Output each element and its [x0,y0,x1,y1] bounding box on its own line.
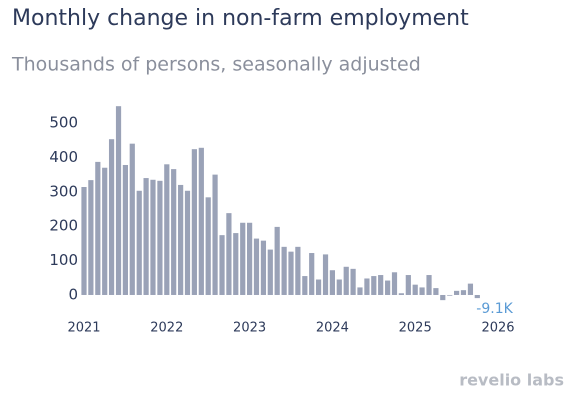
x-tick-label: 2023 [233,321,266,336]
bar [447,294,453,296]
bar [122,164,128,295]
bar [371,276,377,295]
bar [385,280,391,295]
bar [315,279,322,295]
bar [102,167,108,295]
y-tick-label: 100 [49,251,78,269]
bar [178,184,184,295]
data-label: -9.1K [476,301,513,317]
bar [433,288,439,295]
bar [88,180,94,295]
bar [288,251,294,295]
bar [357,287,363,295]
x-tick-label: 2021 [67,321,100,336]
bar [329,270,335,295]
bar [157,180,163,295]
bar [81,186,87,295]
bar [378,275,384,295]
bar [108,139,115,295]
bar [350,268,356,295]
x-tick-label: 2024 [316,321,349,336]
bar [219,235,225,295]
bar [205,197,211,295]
bar [440,294,446,301]
watermark: revelio labs [459,371,564,390]
bar [295,246,301,295]
bar [460,290,467,295]
bar [184,190,191,295]
bar [129,143,135,295]
x-tick-label: 2022 [150,321,183,336]
y-tick-label: 400 [49,148,78,166]
bar [309,253,315,295]
x-tick-label: 2026 [481,321,514,336]
y-tick-label: 500 [49,114,78,132]
bar [150,179,156,295]
bar [419,287,425,295]
bar [171,169,177,295]
y-tick-label: 200 [49,217,78,235]
bar [253,238,260,295]
y-tick-label: 300 [49,182,78,200]
bar [302,276,308,295]
bar [467,283,474,295]
bar [226,213,232,295]
bar [322,254,329,295]
bar [364,278,370,295]
bar [454,290,460,295]
bar [198,147,204,295]
bar [191,149,197,295]
bar [474,294,480,299]
bar [115,106,122,295]
bar [233,233,239,295]
bar [267,249,273,295]
bar [247,222,253,295]
bar [336,279,342,295]
bar [240,222,246,295]
bar [212,174,218,295]
bar [136,190,142,295]
bar [164,164,170,295]
chart-title: Monthly change in non-farm employment [12,6,469,31]
bar [281,246,287,295]
bar [260,240,267,295]
bar [398,293,404,295]
bar [95,161,101,295]
chart-subtitle: Thousands of persons, seasonally adjuste… [11,54,421,76]
bar [143,178,149,295]
bar [405,275,411,295]
x-tick-label: 2025 [399,321,432,336]
bar [343,266,349,295]
bar [426,275,432,295]
bar [274,226,280,295]
bar [391,272,398,295]
y-tick-label: 0 [68,285,78,303]
bar [412,284,418,295]
